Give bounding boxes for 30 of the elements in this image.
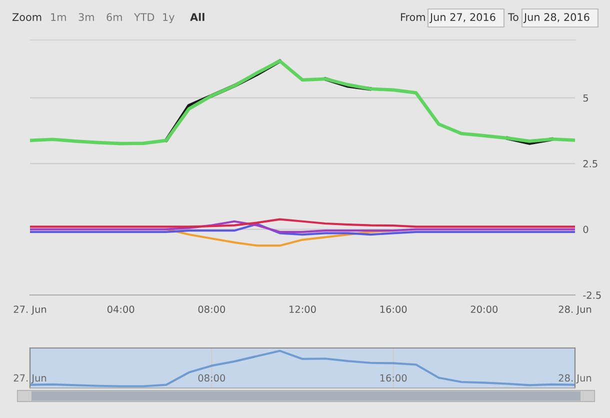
text: All	[190, 12, 204, 21]
x-tick-label: 08:00	[198, 374, 226, 382]
text: Zoom	[12, 13, 42, 22]
x-tick-label: 04:00	[107, 306, 134, 313]
line-series	[30, 218, 575, 228]
x-tick-label: 27. Jun	[14, 374, 46, 384]
text: 6m	[106, 13, 122, 22]
y-tick-label: 2.5	[583, 160, 598, 168]
x-tick-label: 12:00	[290, 306, 316, 313]
line-series	[30, 222, 575, 236]
text: 3m	[78, 13, 94, 22]
text: Jun 27, 2016	[429, 13, 496, 23]
x-tick-label: 27. Jun	[14, 306, 46, 315]
x-tick-label: 20:00	[470, 306, 498, 313]
text: 1y	[163, 13, 174, 24]
line-series	[30, 220, 575, 233]
line-series	[30, 59, 575, 146]
x-tick-label: 16:00	[380, 374, 407, 382]
text: YTD	[134, 13, 154, 21]
text: Jun 28, 2016	[523, 13, 590, 23]
text: 1m	[51, 13, 66, 21]
y-tick-label: 0	[583, 226, 588, 234]
x-tick-label: 28. Jun	[558, 374, 592, 384]
x-tick-label: 28. Jun	[558, 306, 592, 315]
x-tick-label: 16:00	[380, 306, 407, 313]
x-tick-label: 08:00	[198, 306, 226, 313]
text: To	[508, 13, 518, 22]
y-tick-label: -2.5	[583, 291, 601, 299]
text: From	[401, 13, 425, 22]
y-tick-label: 5	[583, 94, 588, 102]
